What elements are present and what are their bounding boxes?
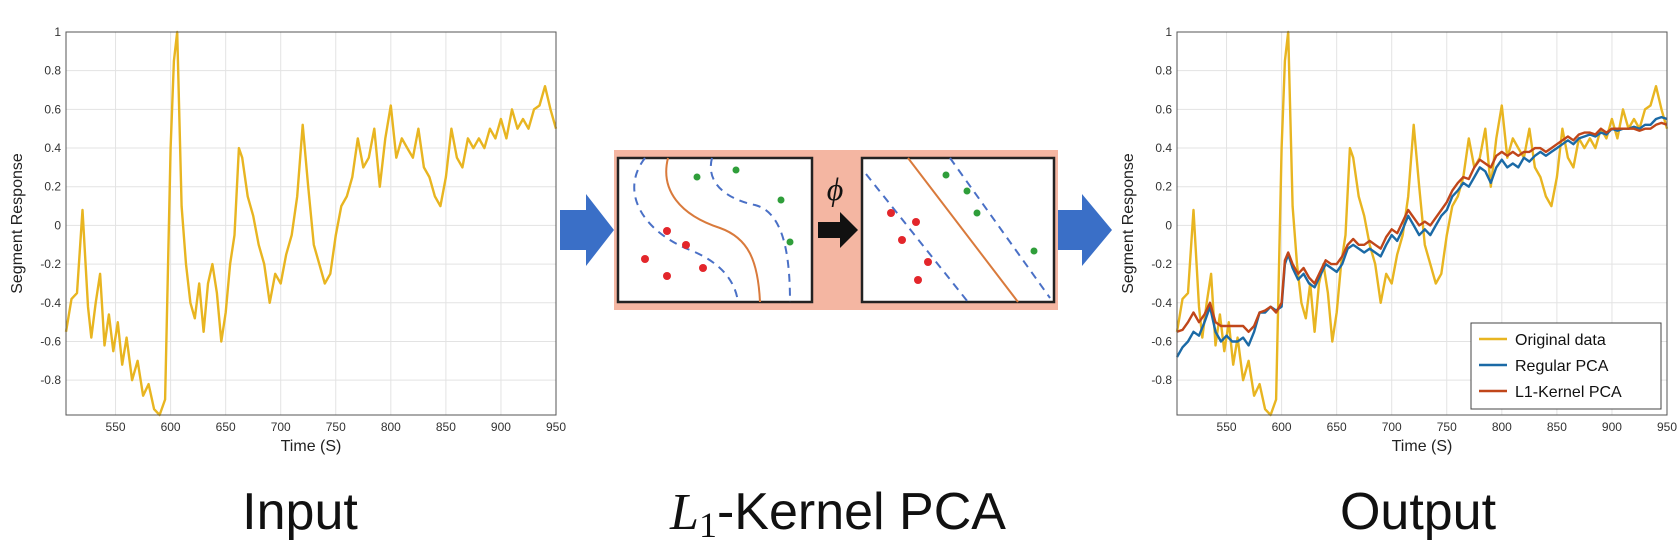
- y-tick-label: -0.8: [40, 373, 61, 387]
- caption-subscript: 1: [698, 505, 717, 545]
- red-point: [914, 276, 922, 284]
- red-point: [699, 264, 707, 272]
- y-tick-label: 0.4: [1155, 141, 1172, 155]
- y-tick-label: 0: [54, 218, 61, 232]
- feature-decision-boundary: [907, 157, 1019, 303]
- red-point: [663, 227, 671, 235]
- y-tick-label: 1: [54, 25, 61, 39]
- x-tick-label: 650: [216, 420, 236, 434]
- caption-output: Output: [1339, 483, 1497, 541]
- x-tick-label: 750: [1437, 420, 1457, 434]
- green-point: [1030, 247, 1038, 255]
- x-tick-label: 600: [161, 420, 181, 434]
- red-point: [641, 255, 649, 263]
- red-point: [912, 218, 920, 226]
- feature-space-panel: [860, 156, 1056, 304]
- green-point: [777, 196, 785, 204]
- x-tick-label: 950: [546, 420, 566, 434]
- green-point: [942, 171, 950, 179]
- x-tick-label: 650: [1327, 420, 1347, 434]
- y-tick-label: 0.8: [1155, 64, 1172, 78]
- green-point: [693, 173, 701, 181]
- y-tick-label: -0.2: [40, 257, 61, 271]
- y-tick-label: 0: [1165, 218, 1172, 232]
- legend-label-original: Original data: [1515, 332, 1606, 349]
- mapping-arrow-icon: [818, 212, 858, 248]
- caption-input: Input: [242, 483, 358, 541]
- input-space-panel: [616, 156, 814, 304]
- x-tick-label: 700: [271, 420, 291, 434]
- y-tick-label: 1: [1165, 25, 1172, 39]
- x-tick-label: 850: [436, 420, 456, 434]
- output-chart: 550 600 650 700 750 800 850 900 950 -0.8 -0.6 -0.4 -…: [1120, 25, 1677, 455]
- caption-kernel-text: -Kernel PCA: [716, 483, 1006, 541]
- y-tick-label: -0.2: [1151, 257, 1172, 271]
- red-point: [887, 209, 895, 217]
- plot-frame: [1176, 31, 1668, 416]
- red-point: [682, 241, 690, 249]
- x-tick-label: 900: [491, 420, 511, 434]
- x-tick-label: 900: [1602, 420, 1622, 434]
- phi-symbol: ϕ: [827, 171, 844, 207]
- input-decision-boundary: [665, 157, 761, 303]
- y-axis-label: Segment Response: [1120, 153, 1137, 294]
- caption-kernel-pca: L1-Kernel PCA: [670, 482, 1006, 546]
- y-tick-label: 0.2: [44, 180, 61, 194]
- x-axis-label: Time (S): [281, 438, 342, 455]
- green-point: [786, 238, 794, 246]
- input-margin-right: [709, 157, 791, 303]
- flow-arrow-right-icon: [1058, 194, 1112, 266]
- x-tick-label: 550: [1217, 420, 1237, 434]
- red-point: [924, 258, 932, 266]
- kernel-pca-diagram: ϕ: [614, 150, 1058, 310]
- input-space-frame: [616, 156, 814, 304]
- y-tick-label: 0.6: [1155, 102, 1172, 116]
- y-axis-label: Segment Response: [9, 153, 26, 294]
- legend-label-kernel: L1-Kernel PCA: [1515, 384, 1622, 401]
- y-tick-label: -0.6: [1151, 334, 1172, 348]
- x-tick-label: 600: [1272, 420, 1292, 434]
- y-tick-label: 0.4: [44, 141, 61, 155]
- x-tick-label: 850: [1547, 420, 1567, 434]
- flow-arrow-left-icon: [560, 194, 614, 266]
- x-tick-label: 950: [1657, 420, 1677, 434]
- y-tick-label: -0.8: [1151, 373, 1172, 387]
- plot-frame: [65, 31, 557, 416]
- x-tick-label: 800: [1492, 420, 1512, 434]
- x-tick-label: 550: [106, 420, 126, 434]
- x-tick-label: 700: [1382, 420, 1402, 434]
- y-tick-label: -0.6: [40, 334, 61, 348]
- y-tick-label: -0.4: [1151, 296, 1172, 310]
- chart-legend: Original data Regular PCA L1-Kernel PCA: [1470, 322, 1662, 410]
- red-point: [663, 272, 671, 280]
- series-line-kernel: [1176, 121, 1668, 333]
- feature-space-frame: [860, 156, 1056, 304]
- y-tick-label: 0.2: [1155, 180, 1172, 194]
- input-chart: 550 600 650 700 750 800 850 900 950 -0.8 -0.6 -0.4 -…: [9, 25, 566, 455]
- red-point: [898, 236, 906, 244]
- y-tick-label: 0.8: [44, 64, 61, 78]
- green-point: [973, 209, 981, 217]
- legend-label-regular: Regular PCA: [1515, 358, 1609, 375]
- y-tick-label: 0.6: [44, 102, 61, 116]
- caption-l-symbol: L: [670, 484, 699, 541]
- green-point: [732, 166, 740, 174]
- x-tick-label: 750: [326, 420, 346, 434]
- x-axis-label: Time (S): [1392, 438, 1453, 455]
- series-line-original: [64, 30, 558, 417]
- x-tick-label: 800: [381, 420, 401, 434]
- green-point: [963, 187, 971, 195]
- feature-margin-right: [949, 157, 1051, 299]
- y-tick-label: -0.4: [40, 296, 61, 310]
